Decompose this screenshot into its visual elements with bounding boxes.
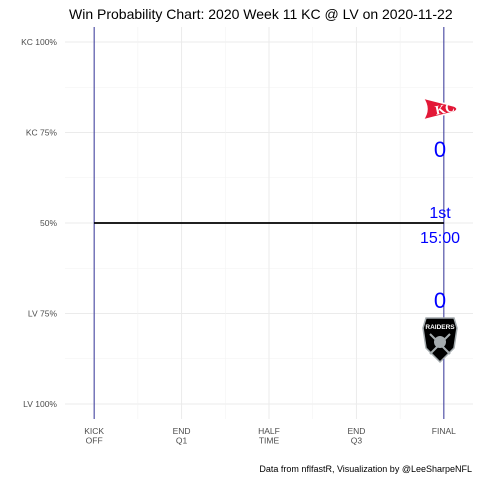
svg-text:KC: KC [434, 99, 456, 118]
x-tick-label-line: FINAL [432, 426, 456, 436]
y-tick-label: 50% [40, 218, 57, 228]
x-tick-label-line: END [173, 426, 191, 436]
y-tick-label: LV 100% [23, 399, 57, 409]
kc-logo-icon: KC [421, 96, 458, 122]
x-tick-label: END Q1 [173, 426, 191, 446]
chart-title: Win Probability Chart: 2020 Week 11 KC @… [69, 6, 453, 22]
svg-text:RAIDERS: RAIDERS [425, 324, 455, 331]
x-tick-label-line: END [347, 426, 365, 436]
lv-logo-icon: RAIDERS [422, 317, 458, 364]
x-tick-label-line: KICK [84, 426, 104, 436]
quarter-label: 1st [429, 205, 451, 222]
x-tick-label: FINAL [432, 426, 456, 436]
x-tick-label-line: OFF [86, 436, 103, 446]
y-tick-label: KC 100% [21, 37, 57, 47]
x-tick-label-line: TIME [259, 436, 280, 446]
x-tick-label: END Q3 [347, 426, 365, 446]
game-clock: 15:00 [420, 230, 460, 247]
x-tick-label-line: HALF [258, 426, 280, 436]
away-score: 0 [434, 288, 446, 313]
x-tick-label-line: Q3 [351, 436, 363, 446]
y-tick-label: LV 75% [28, 309, 58, 319]
chart-caption: Data from nflfastR, Visualization by @Le… [259, 464, 472, 474]
x-tick-label: KICK OFF [84, 426, 104, 446]
x-tick-label-line: Q1 [176, 436, 188, 446]
y-axis: KC 100% KC 75% 50% LV 75% LV 100% [21, 37, 57, 409]
x-tick-label: HALF TIME [258, 426, 280, 446]
y-tick-label: KC 75% [26, 128, 58, 138]
home-score: 0 [434, 137, 446, 162]
